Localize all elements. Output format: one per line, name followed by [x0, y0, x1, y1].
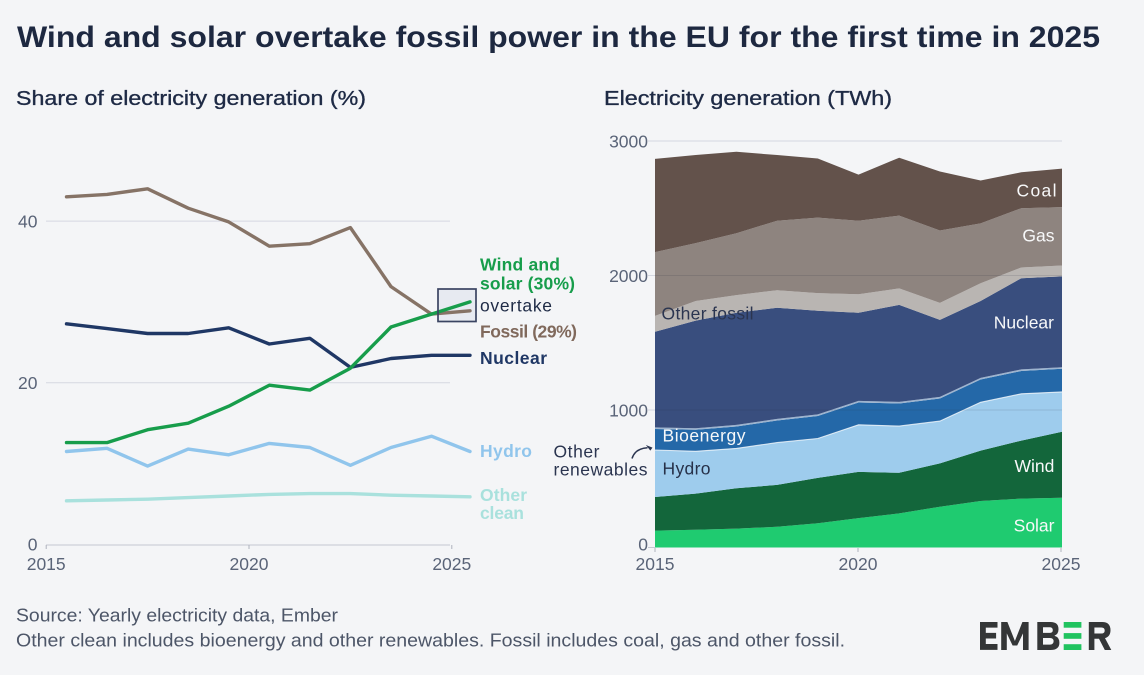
svg-text:2015: 2015 [27, 554, 66, 574]
svg-text:solar (30%): solar (30%) [480, 274, 575, 294]
svg-text:2025: 2025 [432, 554, 471, 574]
svg-text:Hydro: Hydro [480, 441, 532, 461]
svg-text:40: 40 [18, 212, 38, 232]
svg-text:Other: Other [554, 442, 600, 462]
svg-text:Solar: Solar [1014, 516, 1055, 536]
svg-text:Nuclear: Nuclear [994, 313, 1054, 333]
svg-text:2025: 2025 [1042, 554, 1081, 574]
svg-text:2020: 2020 [839, 554, 878, 574]
svg-text:Wind and: Wind and [480, 255, 560, 275]
svg-text:Gas: Gas [1022, 226, 1054, 246]
svg-text:2015: 2015 [636, 554, 675, 574]
svg-text:clean: clean [480, 503, 524, 523]
svg-text:Bioenergy: Bioenergy [663, 426, 746, 446]
svg-text:overtake: overtake [480, 296, 552, 316]
svg-text:Other clean includes bioenergy: Other clean includes bioenergy and other… [16, 631, 845, 651]
svg-text:renewables: renewables [554, 460, 648, 480]
svg-text:20: 20 [18, 373, 38, 393]
svg-text:Share of electricity generatio: Share of electricity generation (%) [16, 88, 366, 110]
svg-text:Electricity generation (TWh): Electricity generation (TWh) [604, 88, 892, 110]
svg-text:Wind: Wind [1015, 456, 1055, 476]
svg-text:Source: Yearly electricity dat: Source: Yearly electricity data, Ember [16, 606, 338, 626]
svg-text:Wind and solar overtake fossil: Wind and solar overtake fossil power in … [17, 21, 1100, 54]
svg-text:1000: 1000 [609, 401, 648, 421]
svg-text:0: 0 [28, 535, 38, 555]
svg-text:Other fossil: Other fossil [662, 304, 754, 324]
svg-text:2000: 2000 [609, 266, 648, 286]
svg-text:Coal: Coal [1017, 181, 1057, 201]
svg-text:Fossil (29%): Fossil (29%) [480, 322, 577, 342]
svg-text:Hydro: Hydro [663, 459, 711, 479]
svg-text:0: 0 [638, 535, 648, 555]
svg-text:2020: 2020 [230, 554, 269, 574]
svg-text:Nuclear: Nuclear [480, 348, 547, 368]
svg-text:Other: Other [480, 485, 527, 505]
svg-text:3000: 3000 [609, 132, 648, 152]
